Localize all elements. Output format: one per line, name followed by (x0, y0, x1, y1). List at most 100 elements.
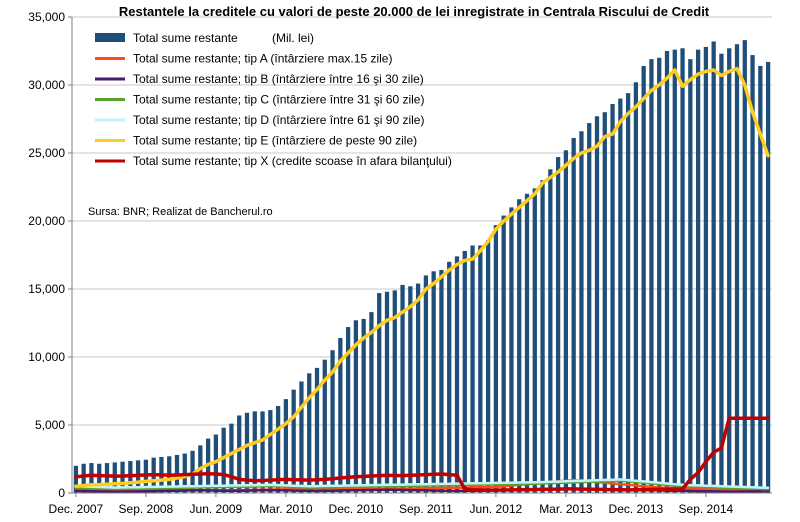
bar (641, 65, 646, 494)
bar (431, 271, 436, 493)
bar (594, 116, 600, 493)
x-tick-label: Jun. 2012 (470, 502, 523, 516)
bar (353, 320, 359, 493)
bar (345, 327, 351, 493)
bar (727, 48, 732, 493)
bar (81, 463, 86, 493)
bar (633, 82, 639, 493)
y-tick-label: 20,000 (28, 214, 65, 228)
bar (244, 412, 250, 493)
lines-layer (74, 66, 770, 493)
chart-title: Restantele la creditele cu valori de pes… (119, 4, 710, 19)
bar (750, 55, 755, 494)
bar (688, 59, 693, 493)
bar (618, 98, 623, 493)
legend: Total sume restante (Mil. lei) Total sume … (95, 31, 452, 168)
bar (501, 215, 506, 493)
bar (765, 61, 771, 493)
bar (283, 399, 289, 493)
bar (563, 150, 569, 493)
bar (237, 415, 242, 493)
bar (260, 411, 265, 493)
bar (377, 293, 382, 493)
bar (322, 359, 327, 493)
bar (229, 423, 234, 493)
unit-note: (Mil. lei) (272, 31, 314, 45)
x-tick-label: Dec. 2013 (609, 502, 664, 516)
bar (252, 411, 257, 493)
bar (485, 240, 491, 493)
bar (517, 199, 522, 494)
bar (97, 463, 102, 493)
bar (579, 131, 584, 494)
bar (384, 291, 390, 493)
bar (625, 93, 631, 493)
y-tick-label: 30,000 (28, 78, 65, 92)
x-tick-label: Mar. 2010 (259, 502, 313, 516)
bar (291, 389, 296, 493)
legend-label: Total sume restante (133, 31, 238, 45)
bar (423, 275, 429, 493)
legend-label: Total sume restante; tip D (întârziere î… (133, 113, 424, 127)
bar (649, 59, 654, 493)
bar (338, 337, 343, 493)
bar (680, 48, 685, 493)
bars-layer (73, 40, 771, 494)
y-tick-label: 35,000 (28, 10, 65, 24)
y-tick-label: 10,000 (28, 350, 65, 364)
bar (587, 123, 592, 493)
bar (602, 112, 607, 493)
bar (695, 49, 701, 493)
series-line (74, 479, 770, 491)
bar (361, 318, 366, 493)
bar (439, 269, 444, 493)
bar (555, 157, 561, 493)
bar (213, 434, 219, 493)
bar (470, 245, 475, 493)
bar (532, 188, 537, 494)
bar (221, 427, 226, 493)
x-tick-label: Sep. 2008 (119, 502, 174, 516)
x-tick-label: Sep. 2011 (399, 502, 453, 516)
legend-label: Total sume restante; tip X (credite scoa… (133, 154, 452, 168)
legend-label: Total sume restante; tip B (întârziere î… (133, 72, 424, 86)
chart-source: Sursa: BNR; Realizat de Bancherul.ro (88, 206, 273, 218)
y-tick-label: 0 (58, 486, 65, 500)
bar (307, 373, 312, 493)
bar (719, 53, 724, 493)
bar (610, 104, 615, 493)
bar (548, 169, 553, 493)
bar (454, 256, 460, 493)
x-tick-label: Dec. 2007 (49, 502, 104, 516)
bar (478, 245, 483, 493)
y-tick-label: 5,000 (35, 418, 65, 432)
bar (275, 405, 281, 493)
bar (299, 381, 304, 493)
bar (89, 463, 94, 493)
axis-layer: 0 5,000 10,000 15,000 20,000 25,000 30,000 35,0… (28, 10, 772, 516)
bar (672, 49, 677, 493)
bar (657, 57, 662, 494)
bar (703, 46, 709, 494)
bar (758, 65, 763, 494)
bar (408, 286, 413, 493)
x-tick-label: Jun. 2009 (190, 502, 243, 516)
x-tick-label: Dec. 2010 (329, 502, 384, 516)
bar (734, 44, 740, 493)
bar (711, 41, 716, 493)
bar (524, 193, 530, 494)
bar (742, 40, 747, 494)
series-line (74, 478, 770, 490)
bar (268, 410, 273, 493)
series-line (74, 416, 770, 493)
bar (314, 367, 320, 493)
y-tick-label: 25,000 (28, 146, 65, 160)
bar (664, 51, 670, 493)
bar (330, 350, 335, 493)
bar (571, 138, 576, 494)
bar (369, 312, 374, 493)
y-tick-label: 15,000 (28, 282, 65, 296)
bar (73, 465, 79, 493)
